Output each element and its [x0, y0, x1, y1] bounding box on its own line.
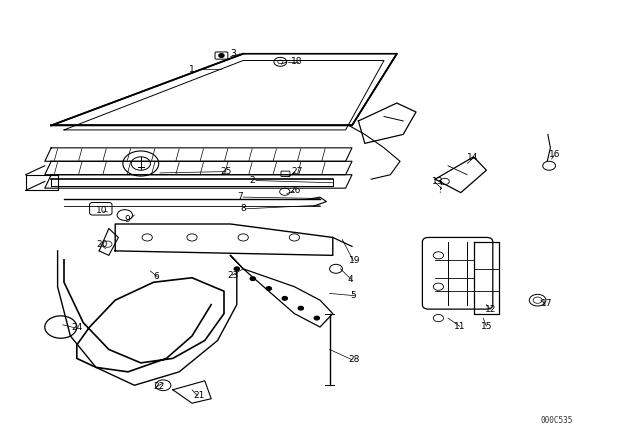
Text: 2: 2: [250, 176, 255, 185]
Circle shape: [266, 287, 271, 290]
Text: 17: 17: [541, 299, 552, 308]
Text: 13: 13: [432, 177, 444, 186]
Text: 1: 1: [189, 65, 195, 74]
Circle shape: [219, 54, 224, 57]
Text: 26: 26: [289, 186, 301, 195]
Circle shape: [298, 306, 303, 310]
Text: 3: 3: [230, 49, 236, 58]
Text: 16: 16: [549, 150, 561, 159]
Text: 12: 12: [484, 305, 496, 314]
Text: 11: 11: [454, 322, 466, 331]
Text: 27: 27: [291, 167, 303, 176]
Text: 20: 20: [96, 240, 108, 249]
Text: 10: 10: [96, 206, 108, 215]
Text: 8: 8: [240, 204, 246, 213]
Circle shape: [250, 277, 255, 280]
Text: 21: 21: [193, 391, 205, 400]
Text: 6: 6: [154, 272, 159, 281]
Text: 14: 14: [467, 153, 479, 162]
Text: 5: 5: [351, 291, 356, 300]
Text: 24: 24: [72, 323, 83, 332]
Text: 15: 15: [481, 322, 493, 331]
Circle shape: [234, 267, 239, 271]
Text: 4: 4: [348, 275, 353, 284]
Text: 18: 18: [291, 57, 303, 66]
Text: 25: 25: [221, 167, 232, 176]
Circle shape: [314, 316, 319, 320]
Text: 23: 23: [228, 271, 239, 280]
Circle shape: [282, 297, 287, 300]
Text: 28: 28: [349, 355, 360, 364]
Text: 7: 7: [237, 192, 243, 201]
Text: 000C535: 000C535: [540, 416, 573, 425]
Text: 22: 22: [154, 382, 165, 391]
Text: 19: 19: [349, 256, 360, 265]
Text: 9: 9: [125, 215, 131, 224]
